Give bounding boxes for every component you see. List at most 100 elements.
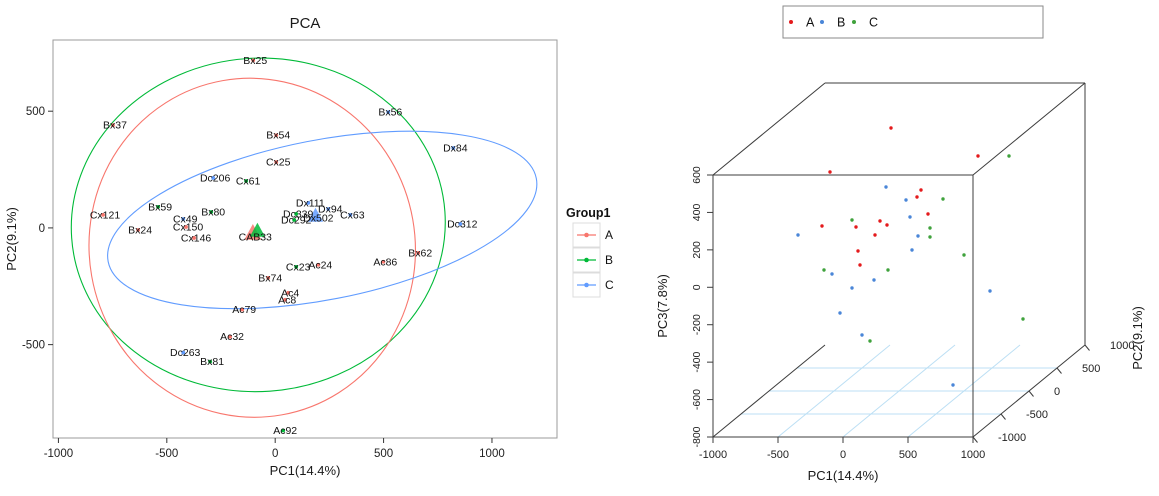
- data-point: [796, 233, 800, 237]
- data-point: [908, 215, 912, 219]
- legend-3d: A B C: [782, 5, 1044, 39]
- point-label: Bx59: [148, 201, 172, 213]
- data-point: [916, 234, 920, 238]
- point-label: Cx49: [173, 214, 198, 226]
- data-point: [184, 225, 188, 229]
- legend-point-icon: [584, 232, 589, 238]
- data-point: [928, 235, 932, 239]
- confidence-ellipse-B: [70, 57, 446, 393]
- data-point: [381, 259, 386, 264]
- data-point: [941, 197, 945, 201]
- x-tick-label: 0: [272, 448, 278, 460]
- pc1-tick-label: 1000: [961, 449, 985, 461]
- pc3-tick-label: 200: [691, 241, 703, 259]
- legend-point-icon: [584, 282, 589, 288]
- data-point: [281, 428, 286, 433]
- data-point: [326, 207, 331, 211]
- pc2-tick-label: -1000: [998, 432, 1026, 444]
- legend-point-icon: [820, 20, 824, 24]
- data-point: [294, 212, 299, 216]
- point-label: Dc206: [200, 172, 231, 184]
- data-point: [283, 297, 288, 302]
- data-point: [860, 333, 864, 337]
- data-point: [838, 311, 842, 315]
- pc2-tick-label: 1000: [1110, 340, 1134, 352]
- y-tick-label: 500: [26, 106, 45, 118]
- box-edge: [712, 344, 826, 438]
- pc3-tick-label: -600: [691, 389, 703, 410]
- pc2-tick-label: 500: [1082, 363, 1100, 375]
- point-label: Dx502: [303, 212, 334, 224]
- data-point: [889, 126, 893, 130]
- legend-item-label: C: [605, 278, 614, 292]
- point-label: Cx61: [236, 175, 261, 187]
- pc3-tick-label: -400: [691, 351, 703, 372]
- data-point: [951, 383, 955, 387]
- x-tick-label: 500: [374, 448, 393, 460]
- pc1-tick-label: -500: [767, 449, 789, 461]
- data-point: [850, 286, 854, 290]
- legend-group1: Group1 ABC: [566, 206, 614, 298]
- data-point: [878, 219, 882, 223]
- point-label: Ac79: [232, 304, 256, 316]
- data-point: [274, 160, 279, 164]
- point-label: Bx74: [258, 272, 282, 284]
- data-point: [458, 222, 463, 226]
- legend-item-label: B: [837, 16, 845, 30]
- data-point: [1007, 154, 1011, 158]
- data-point: [306, 201, 311, 205]
- pc3-tick-label: -800: [691, 426, 703, 447]
- data-point: [240, 307, 245, 312]
- pc2-tick-label: -500: [1026, 409, 1048, 421]
- legend-item-label: A: [605, 228, 613, 242]
- point-label: Bx25: [243, 55, 267, 67]
- point-label: Bx81: [200, 356, 224, 368]
- data-point: [988, 289, 992, 293]
- legend-box: [782, 5, 1044, 39]
- y-axis-title: PC2(9.1%): [4, 207, 19, 271]
- point-label: Ac4: [281, 287, 299, 299]
- floor-grid: [741, 344, 1057, 438]
- pc3-tick-label: -200: [691, 314, 703, 335]
- pc2-tick: [1028, 390, 1034, 397]
- data-point: [136, 228, 141, 232]
- pc1-axis: -1000 -500 0 500 1000 PC1(14.4%): [699, 437, 985, 483]
- point-label: Dc263: [170, 347, 201, 359]
- y-axis: 500 0 -500 PC2(9.1%): [4, 106, 53, 352]
- data-point: [858, 263, 862, 267]
- point-label: Cx63: [340, 209, 365, 221]
- point-label: Ac24: [308, 259, 332, 271]
- point-label: Cx25: [266, 157, 291, 169]
- legend-item-label: A: [806, 16, 815, 30]
- data-point: [873, 233, 877, 237]
- point-label: Cx150: [173, 221, 204, 233]
- x-axis-title: PC1(14.4%): [270, 463, 341, 478]
- plot-panel: [52, 39, 558, 439]
- data-point: [316, 262, 321, 267]
- data-point: [101, 212, 105, 217]
- legend-point-icon: [852, 20, 856, 24]
- pc3-tick-label: 400: [691, 204, 703, 222]
- data-point: [850, 218, 854, 222]
- box-edge: [972, 82, 1086, 176]
- point-label: Dc339: [283, 208, 314, 220]
- legend-item-label: B: [605, 253, 613, 267]
- point-label: Dc292: [281, 214, 312, 226]
- data-point: [926, 212, 930, 216]
- data-point: [416, 250, 421, 255]
- pc1-tick-label: -1000: [699, 449, 727, 461]
- pc1-tick-label: 0: [840, 449, 846, 461]
- data-point: [451, 146, 456, 150]
- x-tick-label: 1000: [479, 448, 505, 460]
- data-point: [208, 359, 213, 364]
- data-point: [868, 339, 872, 343]
- pc2-tick-label: 0: [1054, 386, 1060, 398]
- point-label: Ac92: [273, 425, 297, 437]
- point-label: Ac32: [220, 331, 244, 343]
- legend-item-label: C: [869, 16, 878, 30]
- data-point: [111, 123, 115, 128]
